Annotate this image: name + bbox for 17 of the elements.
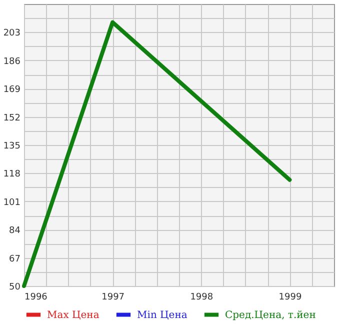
y-tick-label: 186 (3, 56, 21, 67)
legend-label: Min Цена (137, 310, 188, 321)
y-tick-label: 84 (9, 226, 21, 236)
y-tick-label: 152 (3, 113, 20, 124)
y-tick-label: 101 (3, 198, 20, 208)
y-tick-label: 50 (9, 282, 21, 292)
y-tick-label: 203 (3, 28, 20, 39)
legend-label: Сред.Цена, т.йен (225, 310, 316, 321)
x-tick-label: 1996 (24, 292, 48, 302)
y-tick-label: 135 (3, 142, 20, 152)
legend-label: Max Цена (47, 310, 100, 321)
x-tick-label: 1998 (190, 292, 214, 302)
y-tick-label: 67 (9, 254, 20, 264)
x-tick-label: 1999 (278, 292, 302, 302)
x-tick-label: 1997 (102, 292, 125, 302)
y-tick-label: 118 (3, 170, 21, 180)
y-tick-label: 169 (3, 85, 21, 96)
